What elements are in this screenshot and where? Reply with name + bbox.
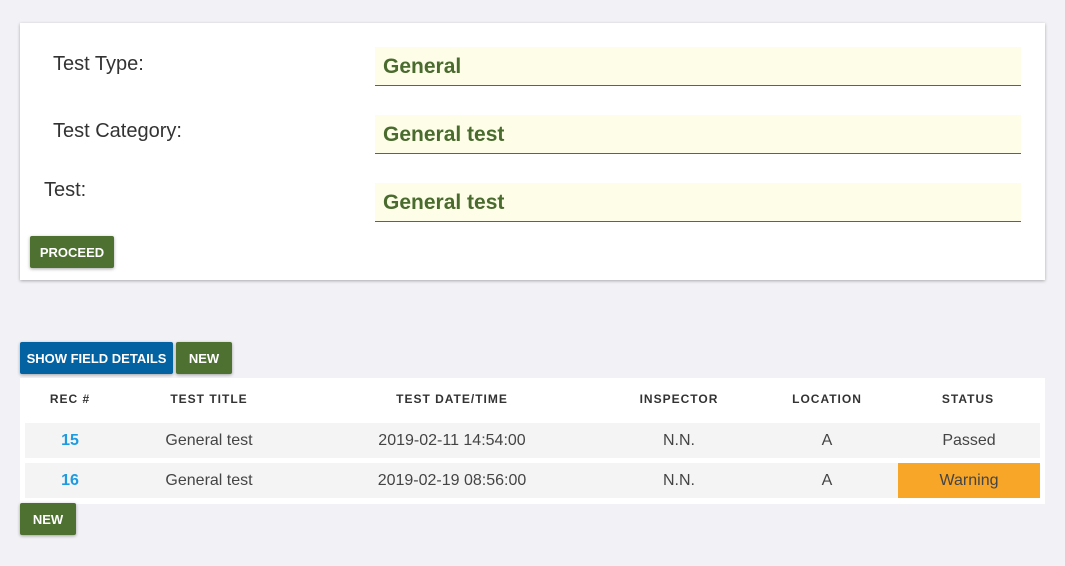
rec-link[interactable]: 15 [61, 432, 79, 449]
table-row[interactable]: 15 General test 2019-02-11 14:54:00 N.N.… [25, 423, 1040, 458]
test-selection-card: Test Type: General Test Category: Genera… [20, 23, 1045, 280]
status-badge: Warning [898, 463, 1040, 498]
proceed-button[interactable]: PROCEED [30, 236, 114, 268]
records-table: REC # TEST TITLE TEST DATE/TIME INSPECTO… [20, 378, 1045, 504]
test-category-field[interactable]: General test [375, 115, 1021, 154]
column-header-status[interactable]: STATUS [941, 392, 995, 406]
status-text: Warning [939, 472, 999, 489]
inspector-cell: N.N. [663, 432, 695, 449]
test-field[interactable]: General test [375, 183, 1021, 222]
show-field-details-button[interactable]: SHOW FIELD DETAILS [20, 342, 173, 374]
column-header-inspector[interactable]: INSPECTOR [639, 392, 719, 406]
status-badge: Passed [898, 423, 1040, 458]
new-button-bottom[interactable]: NEW [20, 503, 76, 535]
table-row[interactable]: 16 General test 2019-02-19 08:56:00 N.N.… [25, 463, 1040, 498]
test-category-value: General test [383, 123, 505, 146]
column-header-location[interactable]: LOCATION [792, 392, 862, 406]
column-header-datetime[interactable]: TEST DATE/TIME [396, 392, 508, 406]
column-header-title[interactable]: TEST TITLE [170, 392, 248, 406]
test-value: General test [383, 191, 505, 214]
location-cell: A [821, 432, 833, 449]
test-category-label: Test Category: [53, 120, 182, 142]
datetime-cell: 2019-02-11 14:54:00 [378, 432, 526, 449]
test-title-cell: General test [165, 472, 253, 489]
datetime-cell: 2019-02-19 08:56:00 [377, 472, 527, 489]
new-button-top[interactable]: NEW [176, 342, 232, 374]
column-header-rec[interactable]: REC # [49, 392, 91, 406]
test-type-field[interactable]: General [375, 47, 1021, 86]
test-title-cell: General test [165, 432, 253, 449]
inspector-cell: N.N. [663, 472, 695, 489]
location-cell: A [821, 472, 833, 489]
test-label: Test: [44, 179, 87, 201]
status-text: Passed [942, 432, 996, 449]
rec-link[interactable]: 16 [61, 472, 79, 489]
test-type-label: Test Type: [53, 53, 144, 75]
test-type-value: General [383, 55, 462, 78]
